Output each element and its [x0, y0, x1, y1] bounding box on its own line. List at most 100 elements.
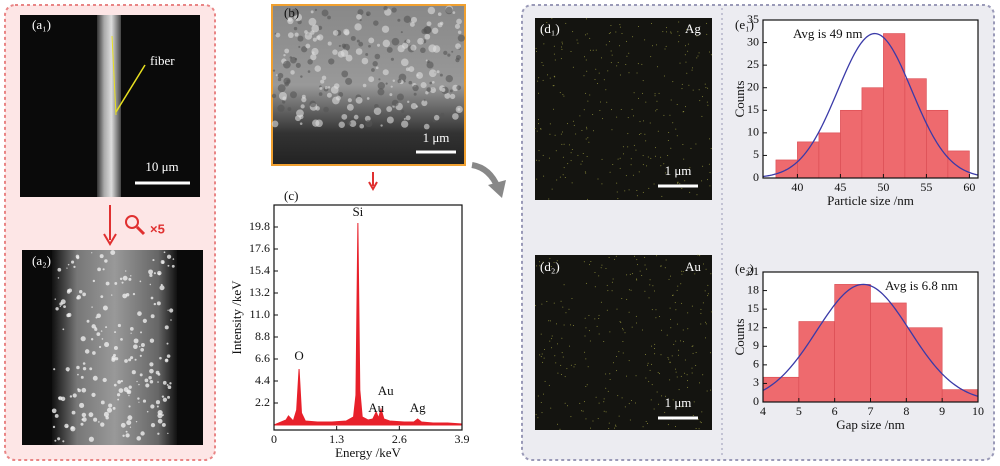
texture-dot: [698, 52, 700, 54]
texture-dot: [598, 314, 600, 316]
texture-dot: [653, 290, 655, 292]
texture-dot: [585, 18, 587, 20]
texture-dot: [94, 326, 97, 329]
texture-dot: [603, 398, 605, 400]
texture-dot: [614, 424, 616, 426]
texture-dot: [589, 37, 591, 39]
texture-dot: [311, 24, 320, 33]
texture-dot: [668, 278, 670, 280]
texture-dot: [680, 375, 682, 377]
texture-dot: [645, 140, 647, 142]
texture-dot: [79, 402, 85, 408]
arrow-head: [368, 181, 378, 192]
texture-dot: [567, 163, 569, 165]
texture-dot: [603, 79, 605, 81]
texture-dot: [677, 181, 679, 183]
texture-dot: [617, 158, 619, 160]
texture-dot: [549, 133, 551, 135]
texture-dot: [633, 255, 635, 257]
texture-dot: [577, 42, 579, 44]
texture-dot: [125, 430, 128, 433]
texture-dot: [559, 92, 561, 94]
texture-dot: [539, 265, 541, 267]
panel-label: (a₂): [32, 253, 51, 268]
texture-dot: [403, 80, 406, 83]
texture-dot: [91, 324, 96, 329]
texture-dot: [602, 118, 604, 120]
texture-dot: [567, 405, 569, 407]
texture-dot: [327, 41, 332, 46]
texture-dot: [52, 425, 56, 429]
image-d2: [535, 255, 712, 430]
texture-dot: [51, 408, 57, 414]
texture-dot: [553, 108, 555, 110]
texture-dot: [403, 117, 406, 120]
texture-dot: [403, 15, 412, 24]
texture-dot: [111, 357, 116, 362]
texture-dot: [112, 406, 116, 410]
texture-dot: [540, 128, 542, 130]
texture-dot: [429, 87, 437, 94]
texture-dot: [287, 107, 292, 111]
texture-dot: [680, 406, 682, 408]
y-tick-label: 0: [753, 394, 759, 408]
texture-dot: [585, 138, 587, 140]
texture-dot: [570, 50, 572, 52]
texture-dot: [157, 418, 163, 424]
texture-dot: [126, 420, 132, 426]
texture-dot: [135, 421, 138, 423]
texture-dot: [538, 123, 540, 125]
texture-dot: [601, 158, 603, 160]
texture-dot: [108, 403, 113, 408]
texture-dot: [172, 258, 175, 260]
texture-dot: [82, 417, 87, 422]
texture-dot: [677, 182, 679, 184]
texture-dot: [708, 51, 710, 53]
texture-dot: [598, 275, 600, 277]
texture-dot: [54, 298, 57, 300]
texture-dot: [160, 260, 165, 265]
texture-dot: [169, 382, 172, 385]
texture-dot: [587, 198, 589, 200]
texture-dot: [570, 152, 572, 154]
texture-dot: [82, 292, 86, 297]
texture-dot: [633, 92, 635, 94]
texture-dot: [677, 285, 679, 287]
y-axis-label: Intensity /keV: [229, 280, 244, 355]
texture-dot: [657, 130, 659, 132]
texture-dot: [691, 345, 693, 347]
texture-dot: [595, 396, 597, 398]
texture-dot: [105, 326, 108, 329]
texture-dot: [343, 43, 350, 51]
texture-dot: [651, 345, 653, 347]
texture-dot: [160, 283, 163, 286]
texture-dot: [564, 402, 566, 404]
panel-label: (b): [284, 5, 299, 20]
texture-dot: [670, 318, 672, 320]
texture-dot: [118, 388, 124, 393]
bar: [762, 376, 800, 403]
texture-dot: [594, 78, 596, 80]
texture-dot: [386, 106, 393, 112]
texture-dot: [649, 369, 651, 371]
texture-dot: [681, 83, 683, 85]
texture-dot: [110, 250, 116, 255]
texture-dot: [598, 317, 600, 319]
texture-dot: [684, 180, 686, 182]
texture-dot: [587, 100, 589, 102]
texture-dot: [166, 342, 169, 345]
texture-dot: [659, 316, 661, 318]
texture-dot: [586, 33, 588, 35]
texture-dot: [555, 362, 557, 364]
texture-dot: [287, 17, 293, 22]
texture-dot: [397, 18, 401, 22]
scale-label: 10 μm: [145, 159, 178, 174]
texture-dot: [609, 171, 611, 173]
y-tick-label: 2.2: [255, 395, 270, 409]
texture-dot: [356, 14, 362, 20]
texture-dot: [429, 81, 432, 85]
texture-dot: [391, 37, 400, 46]
texture-dot: [628, 403, 630, 405]
texture-dot: [624, 406, 626, 408]
texture-dot: [660, 156, 662, 158]
